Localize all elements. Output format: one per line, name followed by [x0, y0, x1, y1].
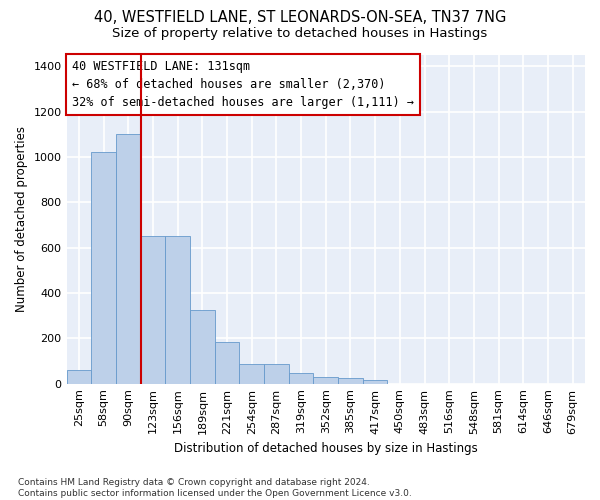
Bar	[91, 152, 116, 384]
Bar	[363, 380, 388, 384]
Bar	[116, 134, 140, 384]
X-axis label: Distribution of detached houses by size in Hastings: Distribution of detached houses by size …	[174, 442, 478, 455]
Bar	[289, 374, 313, 384]
Bar	[140, 236, 165, 384]
Bar	[67, 370, 91, 384]
Text: 40, WESTFIELD LANE, ST LEONARDS-ON-SEA, TN37 7NG: 40, WESTFIELD LANE, ST LEONARDS-ON-SEA, …	[94, 10, 506, 25]
Bar	[313, 378, 338, 384]
Text: Contains HM Land Registry data © Crown copyright and database right 2024.
Contai: Contains HM Land Registry data © Crown c…	[18, 478, 412, 498]
Bar	[264, 364, 289, 384]
Bar	[165, 236, 190, 384]
Text: 40 WESTFIELD LANE: 131sqm
← 68% of detached houses are smaller (2,370)
32% of se: 40 WESTFIELD LANE: 131sqm ← 68% of detac…	[72, 60, 414, 109]
Y-axis label: Number of detached properties: Number of detached properties	[15, 126, 28, 312]
Bar	[215, 342, 239, 384]
Bar	[239, 364, 264, 384]
Text: Size of property relative to detached houses in Hastings: Size of property relative to detached ho…	[112, 28, 488, 40]
Bar	[190, 310, 215, 384]
Bar	[338, 378, 363, 384]
